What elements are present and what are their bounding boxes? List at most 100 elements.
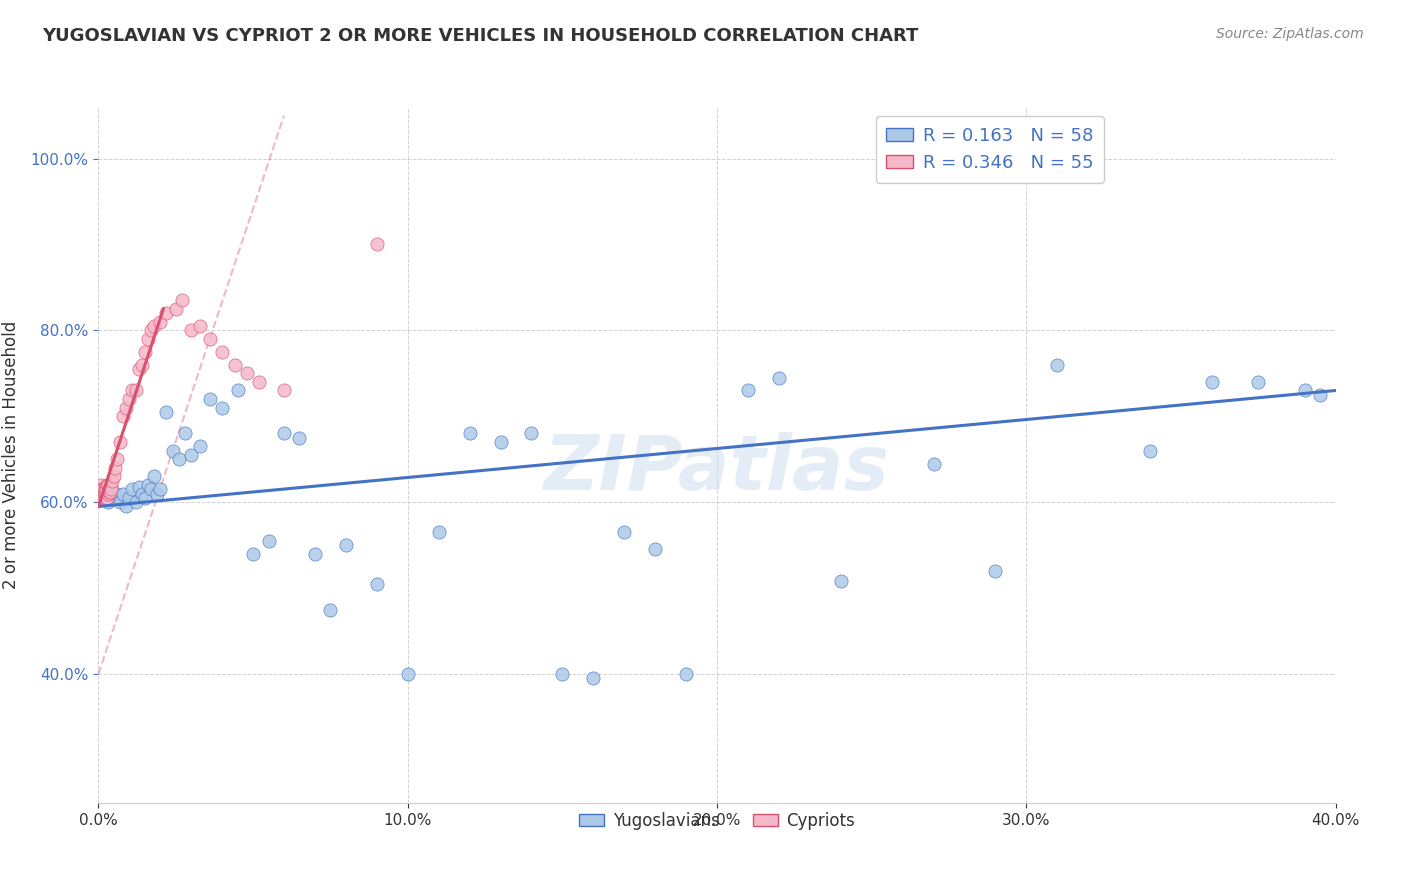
Point	[108, 435, 131, 450]
Point	[108, 495, 131, 509]
Point	[304, 547, 326, 561]
Point	[98, 484, 121, 499]
Point	[162, 443, 184, 458]
Point	[103, 469, 125, 483]
Point	[90, 486, 112, 500]
Point	[335, 538, 357, 552]
Point	[93, 486, 115, 500]
Point	[100, 478, 122, 492]
Point	[155, 306, 177, 320]
Point	[155, 405, 177, 419]
Point	[830, 574, 852, 589]
Point	[146, 486, 169, 500]
Point	[94, 491, 117, 505]
Point	[366, 237, 388, 252]
Point	[458, 426, 481, 441]
Point	[198, 392, 221, 406]
Point	[134, 344, 156, 359]
Point	[139, 323, 162, 337]
Point	[136, 478, 159, 492]
Point	[319, 602, 342, 616]
Point	[180, 448, 202, 462]
Point	[121, 483, 143, 497]
Point	[644, 542, 666, 557]
Point	[97, 486, 120, 500]
Point	[96, 480, 118, 494]
Point	[128, 362, 150, 376]
Point	[105, 452, 128, 467]
Point	[91, 483, 114, 497]
Point	[165, 301, 187, 316]
Point	[103, 488, 125, 502]
Point	[489, 435, 512, 450]
Point	[922, 457, 945, 471]
Point	[100, 483, 122, 497]
Point	[242, 547, 264, 561]
Point	[128, 480, 150, 494]
Point	[236, 367, 259, 381]
Point	[134, 491, 156, 505]
Point	[582, 671, 605, 685]
Y-axis label: 2 or more Vehicles in Household: 2 or more Vehicles in Household	[1, 321, 20, 589]
Point	[366, 576, 388, 591]
Point	[143, 319, 166, 334]
Point	[89, 483, 111, 497]
Point	[131, 486, 153, 500]
Point	[115, 500, 138, 514]
Text: YUGOSLAVIAN VS CYPRIOT 2 OR MORE VEHICLES IN HOUSEHOLD CORRELATION CHART: YUGOSLAVIAN VS CYPRIOT 2 OR MORE VEHICLE…	[42, 27, 918, 45]
Point	[984, 564, 1007, 578]
Point	[112, 486, 135, 500]
Point	[551, 667, 574, 681]
Point	[97, 495, 120, 509]
Point	[257, 533, 280, 548]
Point	[96, 491, 118, 505]
Point	[93, 486, 115, 500]
Text: Source: ZipAtlas.com: Source: ZipAtlas.com	[1216, 27, 1364, 41]
Point	[211, 401, 233, 415]
Point	[1201, 375, 1223, 389]
Point	[124, 384, 146, 398]
Point	[91, 486, 114, 500]
Point	[96, 478, 118, 492]
Point	[174, 426, 197, 441]
Point	[1309, 388, 1331, 402]
Point	[93, 491, 115, 505]
Point	[124, 495, 146, 509]
Point	[737, 384, 759, 398]
Point	[90, 486, 112, 500]
Point	[93, 483, 115, 497]
Point	[131, 358, 153, 372]
Point	[273, 384, 295, 398]
Point	[768, 370, 790, 384]
Point	[180, 323, 202, 337]
Point	[149, 315, 172, 329]
Point	[97, 484, 120, 499]
Point	[226, 384, 249, 398]
Point	[112, 409, 135, 424]
Point	[118, 392, 141, 406]
Point	[211, 344, 233, 359]
Point	[94, 486, 117, 500]
Point	[121, 384, 143, 398]
Point	[224, 358, 246, 372]
Point	[613, 525, 636, 540]
Point	[675, 667, 697, 681]
Point	[288, 431, 311, 445]
Point	[98, 483, 121, 497]
Point	[247, 375, 270, 389]
Point	[93, 491, 115, 505]
Point	[198, 332, 221, 346]
Point	[100, 483, 122, 497]
Point	[1046, 358, 1069, 372]
Point	[1294, 384, 1316, 398]
Point	[167, 452, 190, 467]
Point	[90, 488, 112, 502]
Point	[520, 426, 543, 441]
Point	[118, 491, 141, 505]
Point	[115, 401, 138, 415]
Point	[427, 525, 450, 540]
Legend: Yugoslavians, Cypriots: Yugoslavians, Cypriots	[572, 805, 862, 836]
Point	[96, 483, 118, 497]
Point	[91, 491, 114, 505]
Point	[94, 483, 117, 497]
